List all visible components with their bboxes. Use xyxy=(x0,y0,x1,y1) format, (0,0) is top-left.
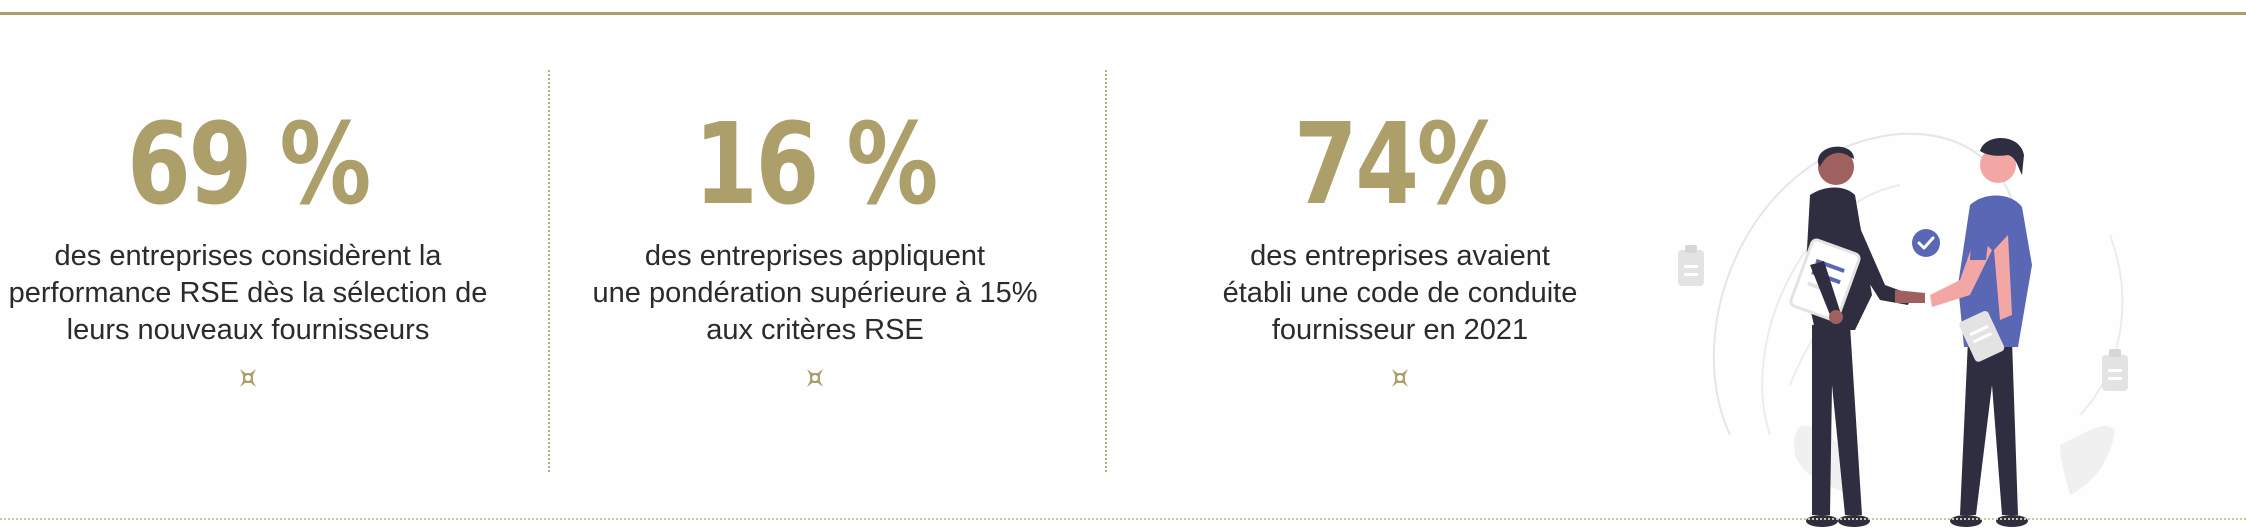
stat-description-line: aux critères RSE xyxy=(706,314,924,346)
stat-description-line: établi une code de conduite xyxy=(1222,277,1578,309)
gold-ornament-icon xyxy=(240,369,256,387)
stat-value: 16 % xyxy=(694,100,938,230)
stat-value: 74% xyxy=(1293,100,1509,230)
column-divider-2 xyxy=(1105,70,1107,472)
stat-card-2: 16 % des entreprises appliquent une pond… xyxy=(560,100,1070,394)
gold-ornament-icon xyxy=(1392,369,1408,387)
clipboard-icon xyxy=(1678,245,1704,286)
stat-card-1: 69 % des entreprises considèrent la perf… xyxy=(0,100,496,394)
stat-card-3: 74% des entreprises avaient établi une c… xyxy=(1140,100,1660,394)
person-right xyxy=(1930,137,2032,527)
stat-value: 69 % xyxy=(127,100,371,230)
bottom-dotted-rule xyxy=(0,518,2246,520)
stat-description-line: performance RSE dès la sélection de xyxy=(8,277,488,309)
stat-description: des entreprises considèrent la performan… xyxy=(0,238,496,349)
gold-ornament-icon xyxy=(807,369,823,387)
stat-description-line: fournisseur en 2021 xyxy=(1271,314,1529,346)
stat-description-line: des entreprises appliquent xyxy=(644,240,986,272)
stat-description-line: des entreprises considèrent la xyxy=(54,240,442,272)
person-left xyxy=(1789,146,1925,527)
handshake-illustration xyxy=(1678,132,2128,527)
stat-description-line: une pondération supérieure à 15% xyxy=(592,277,1038,309)
stat-description-line: des entreprises avaient xyxy=(1250,240,1550,272)
top-gold-rule xyxy=(0,12,2246,15)
stat-description-line: leurs nouveaux fournisseurs xyxy=(66,314,430,346)
stat-description: des entreprises avaient établi une code … xyxy=(1140,238,1660,349)
check-badge-icon xyxy=(1912,229,1940,257)
stat-description: des entreprises appliquent une pondérati… xyxy=(560,238,1070,349)
column-divider-1 xyxy=(548,70,550,472)
